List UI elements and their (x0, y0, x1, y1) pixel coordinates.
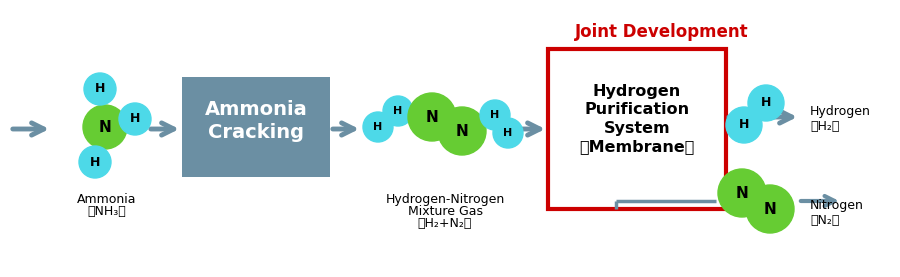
Text: （H₂+N₂）: （H₂+N₂） (418, 217, 472, 230)
Circle shape (84, 73, 116, 105)
Circle shape (119, 103, 151, 135)
Text: H: H (374, 122, 382, 132)
Circle shape (438, 107, 486, 155)
Text: N: N (99, 119, 112, 135)
Text: Nitrogen: Nitrogen (810, 199, 864, 212)
Text: H: H (130, 112, 140, 125)
Text: Mixture Gas: Mixture Gas (408, 205, 482, 218)
Text: H: H (739, 119, 749, 132)
Text: H: H (90, 155, 100, 168)
FancyBboxPatch shape (548, 49, 726, 209)
Text: N: N (426, 109, 438, 124)
Text: N: N (763, 201, 777, 217)
Text: N: N (735, 186, 749, 201)
FancyBboxPatch shape (182, 77, 330, 177)
Text: N: N (455, 124, 468, 138)
Text: Ammonia
Cracking: Ammonia Cracking (204, 100, 308, 142)
Text: （H₂）: （H₂） (810, 120, 840, 134)
Text: H: H (491, 110, 500, 120)
Circle shape (726, 107, 762, 143)
Circle shape (718, 169, 766, 217)
Circle shape (83, 105, 127, 149)
Text: H: H (393, 106, 402, 116)
Circle shape (363, 112, 393, 142)
Circle shape (408, 93, 456, 141)
Text: Hydrogen: Hydrogen (810, 106, 871, 119)
Text: （N₂）: （N₂） (810, 214, 840, 227)
Text: H: H (503, 128, 513, 138)
Circle shape (493, 118, 523, 148)
Text: Hydrogen-Nitrogen: Hydrogen-Nitrogen (385, 193, 505, 206)
Text: Ammonia: Ammonia (77, 193, 137, 206)
Text: Joint Development: Joint Development (575, 23, 749, 41)
Text: H: H (760, 96, 771, 109)
Circle shape (383, 96, 413, 126)
Text: （NH₃）: （NH₃） (87, 205, 126, 218)
Circle shape (746, 185, 794, 233)
Circle shape (79, 146, 111, 178)
Circle shape (748, 85, 784, 121)
Text: Hydrogen
Purification
System
（Membrane）: Hydrogen Purification System （Membrane） (580, 84, 695, 154)
Circle shape (480, 100, 510, 130)
Text: H: H (94, 83, 105, 96)
